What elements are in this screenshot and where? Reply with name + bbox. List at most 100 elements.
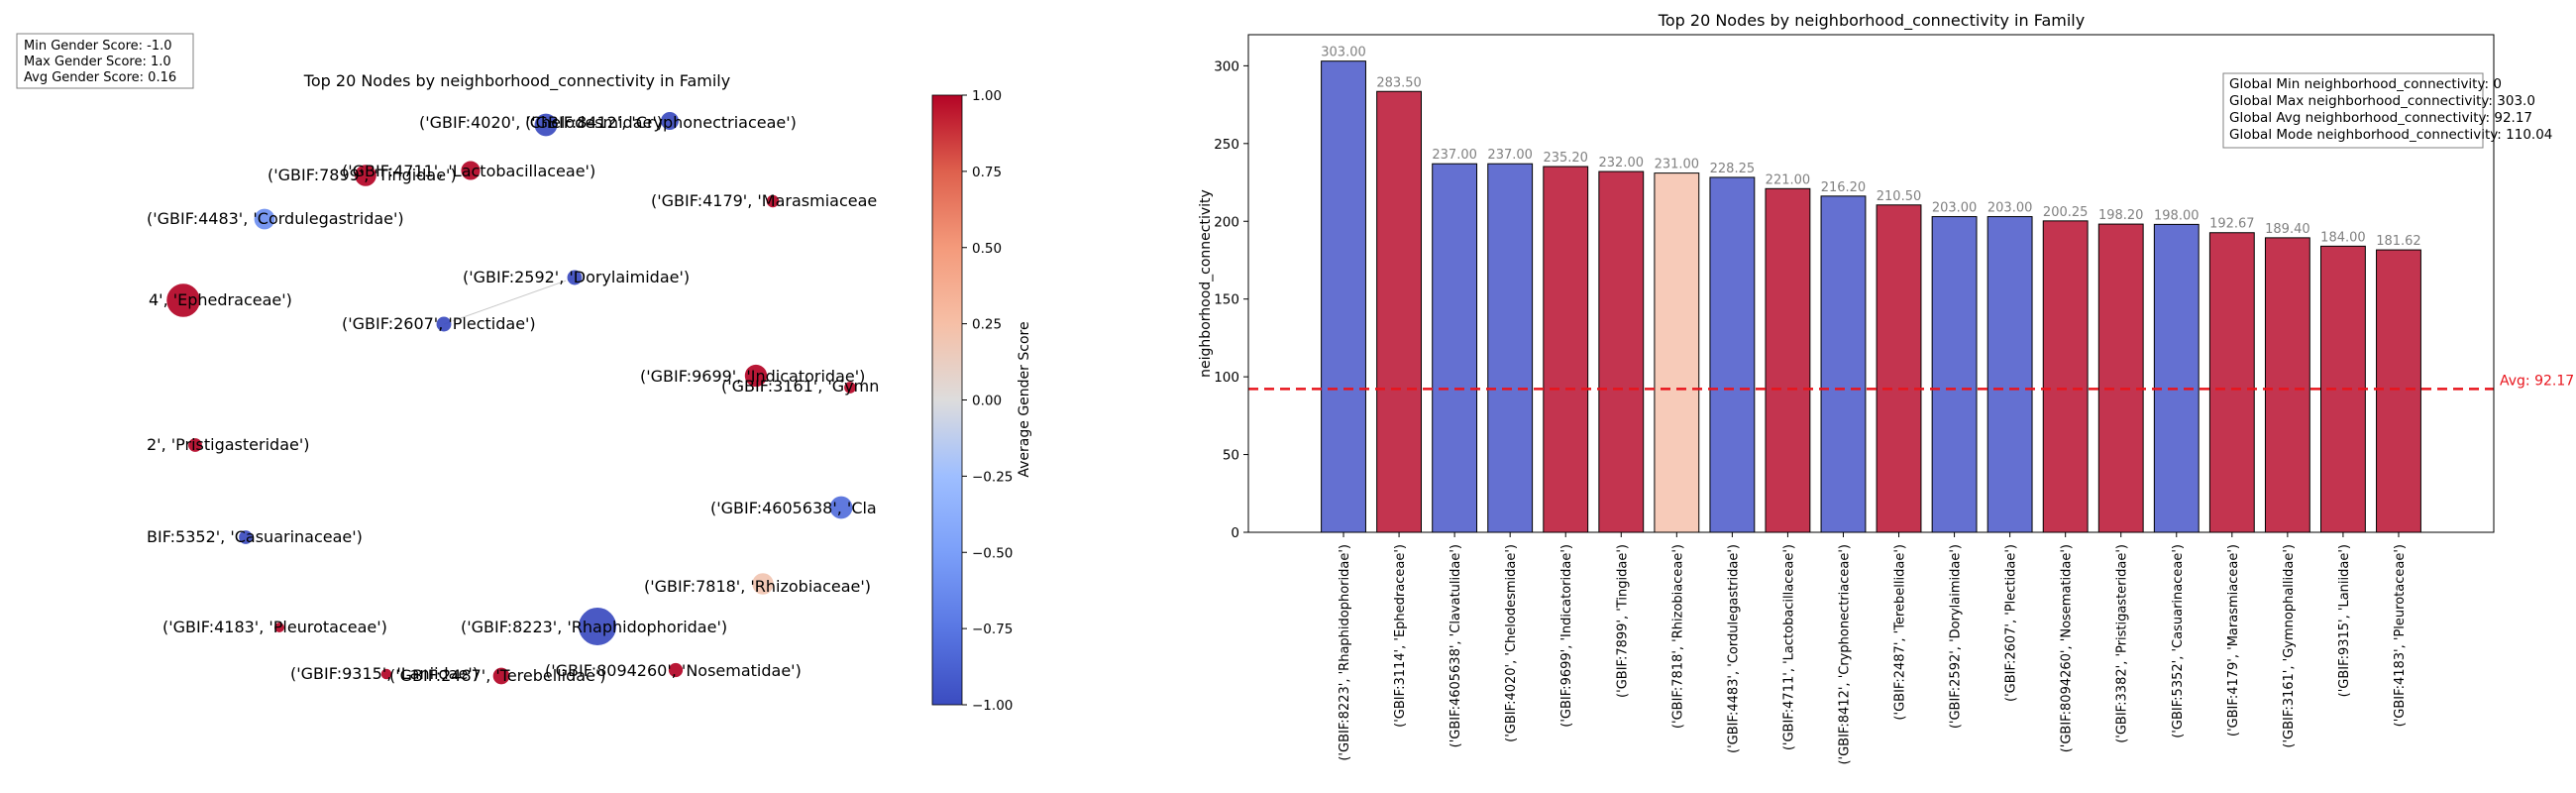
node-label-gbif-4183: ('GBIF:4183', 'Pleurotaceae') (162, 618, 387, 636)
node-label-gbif-7818: ('GBIF:7818', 'Rhizobiaceae') (644, 577, 871, 596)
node-gbif-8223 (577, 606, 618, 647)
node-label-gbif-4605638: ('GBIF:4605638', 'Cla (710, 499, 877, 517)
bar-value-label: 210.50 (1877, 189, 1922, 204)
node-gbif-4483 (252, 206, 277, 232)
bar-gbif-5352-casuarinaceae (2153, 223, 2200, 533)
x-tick-label: ('GBIF:2487', 'Terebellidae') (1893, 544, 1908, 721)
x-tick-label: ('GBIF:4020', 'Chelodesmidae') (1504, 544, 1519, 742)
y-tick-label: 150 (1214, 292, 1239, 308)
node-gbif-4179 (764, 192, 782, 210)
y-tick-label: 250 (1214, 137, 1239, 153)
gender-stat-min: Min Gender Score: -1.0 (24, 39, 172, 54)
node-label-gbif-4483: ('GBIF:4483', 'Cordulegastridae') (147, 209, 404, 228)
bar-gbif-8094260-nosematidae (2042, 220, 2089, 533)
network-panel: Min Gender Score: -1.0 Max Gender Score:… (16, 33, 1032, 714)
bar-gbif-3382-pristigasteridae (2097, 223, 2144, 533)
bar-gbif-8223-rhaphidophoridae (1321, 60, 1366, 533)
x-tick-label: ('GBIF:8094260', 'Nosematidae') (2060, 544, 2075, 752)
node-gbif-9699 (742, 362, 770, 390)
node-label-gbif-2607: ('GBIF:2607', 'Plectidae') (342, 314, 536, 333)
bar-value-label: 203.00 (1932, 201, 1978, 216)
bar-value-label: 181.62 (2376, 234, 2421, 249)
gender-stats-box: Min Gender Score: -1.0 Max Gender Score:… (16, 33, 194, 89)
average-line-label: Avg: 92.17 (2500, 373, 2574, 389)
x-tick-label: ('GBIF:4179', 'Marasmiaceae') (2226, 544, 2241, 736)
bar-gbif-7818-rhizobiaceae (1654, 172, 1700, 533)
bar-gbif-4183-pleurotaceae (2376, 249, 2421, 533)
bar-gbif-3161-gymnophallidae (2264, 237, 2310, 533)
bar-plot-frame (1247, 34, 2495, 533)
bar-gbif-4605638-clavatulidae (1432, 163, 1478, 533)
bar-gbif-4179-marasmiaceae (2208, 232, 2255, 533)
node-gbif-7818 (750, 571, 776, 597)
node-gbif-4711 (459, 159, 483, 182)
bar-gbif-2487-terebellidae (1876, 204, 1922, 533)
bar-value-label: 228.25 (1710, 162, 1756, 176)
node-gbif-8412 (659, 110, 681, 132)
colorbar-tick-label: −0.50 (972, 545, 1013, 561)
x-tick-label: ('GBIF:8412', 'Cryphonectriaceae') (1837, 544, 1852, 765)
bar-value-label: 198.00 (2154, 208, 2200, 223)
colorbar-tick-label: 0.00 (972, 394, 1002, 409)
node-gbif-2592 (565, 268, 585, 287)
bar-gbif-3114-ephedraceae (1376, 90, 1422, 533)
edge-gbif-2592-gbif-2607 (443, 277, 576, 325)
x-tick-label: ('GBIF:4183', 'Pleurotaceae') (2393, 544, 2408, 727)
gender-stat-max: Max Gender Score: 1.0 (24, 55, 171, 69)
bar-value-label: 198.20 (2098, 208, 2144, 223)
bar-chart-panel: Top 20 Nodes by neighborhood_connectivit… (1198, 11, 2574, 765)
node-label-gbif-3382: 2', 'Pristigasteridae') (147, 435, 309, 454)
node-gbif-3114 (164, 282, 202, 319)
connectivity-stat-max: Global Max neighborhood_connectivity: 30… (2229, 93, 2535, 109)
y-tick-label: 300 (1214, 58, 1239, 74)
bar-value-label: 200.25 (2043, 205, 2089, 220)
colorbar-label: Average Gender Score (1017, 321, 1032, 477)
node-label-gbif-5352: BIF:5352', 'Casuarinaceae') (147, 527, 363, 546)
node-gbif-9315 (378, 666, 394, 682)
y-tick-label: 0 (1231, 525, 1239, 541)
connectivity-stat-min: Global Min neighborhood_connectivity: 0 (2229, 76, 2502, 92)
node-label-gbif-3161: ('GBIF:3161', 'Gymn (721, 377, 879, 396)
node-gbif-2607 (434, 314, 454, 334)
node-gbif-3382 (186, 436, 204, 454)
bar-value-label: 283.50 (1376, 75, 1422, 90)
x-tick-label: ('GBIF:5352', 'Casuarinaceae') (2171, 544, 2186, 738)
bar-value-label: 184.00 (2320, 230, 2366, 245)
x-tick-label: ('GBIF:2592', 'Dorylaimidae') (1949, 544, 1964, 729)
node-gbif-4020 (532, 111, 560, 139)
x-tick-label: ('GBIF:4605638', 'Clavatulidae') (1449, 544, 1463, 747)
node-gbif-4605638 (827, 494, 855, 521)
node-gbif-7899 (353, 163, 378, 188)
bar-value-label: 232.00 (1599, 156, 1645, 170)
x-tick-label: ('GBIF:3382', 'Pristigasteridae') (2115, 544, 2130, 743)
node-label-gbif-8223: ('GBIF:8223', 'Rhaphidophoridae') (461, 618, 727, 636)
node-gbif-5352 (237, 528, 255, 546)
node-label-gbif-3114: 4', 'Ephedraceae') (149, 290, 292, 309)
colorbar-gradient (931, 94, 963, 706)
node-gbif-8094260 (666, 660, 686, 680)
y-tick-label: 50 (1223, 448, 1239, 464)
node-gbif-4183 (272, 621, 286, 634)
x-tick-label: ('GBIF:3114', 'Ephedraceae') (1393, 544, 1408, 728)
connectivity-stat-mode: Global Mode neighborhood_connectivity: 1… (2229, 127, 2552, 143)
node-gbif-3161 (842, 380, 858, 396)
x-tick-label: ('GBIF:8223', 'Rhaphidophoridae') (1338, 544, 1352, 761)
bar-gbif-4711-lactobacillaceae (1765, 187, 1811, 533)
node-label-gbif-4711: ('GBIF:4711', 'Lactobacillaceae') (342, 162, 595, 180)
x-tick-label: ('GBIF:3161', 'Gymnophallidae') (2282, 544, 2297, 748)
bar-y-axis-label: neighborhood_connectivity (1198, 189, 1214, 378)
colorbar-tick-label: −0.75 (972, 622, 1013, 637)
colorbar-tick-label: 0.25 (972, 317, 1002, 333)
connectivity-stat-avg: Global Avg neighborhood_connectivity: 92… (2229, 110, 2532, 126)
bar-value-label: 203.00 (1987, 201, 2033, 216)
colorbar-tick-label: 0.50 (972, 241, 1002, 257)
x-tick-label: ('GBIF:7818', 'Rhizobiaceae') (1670, 544, 1685, 729)
bar-chart-title: Top 20 Nodes by neighborhood_connectivit… (1658, 11, 2085, 31)
bar-value-label: 237.00 (1432, 148, 1477, 163)
x-tick-label: ('GBIF:4483', 'Cordulegastridae') (1726, 544, 1741, 753)
bar-value-label: 235.20 (1543, 151, 1588, 166)
colorbar-tick-label: 1.00 (972, 88, 1002, 104)
x-tick-label: ('GBIF:2607', 'Plectidae') (2004, 544, 2019, 702)
node-label-gbif-8094260: ('GBIF:8094260', 'Nosematidae') (545, 661, 802, 680)
